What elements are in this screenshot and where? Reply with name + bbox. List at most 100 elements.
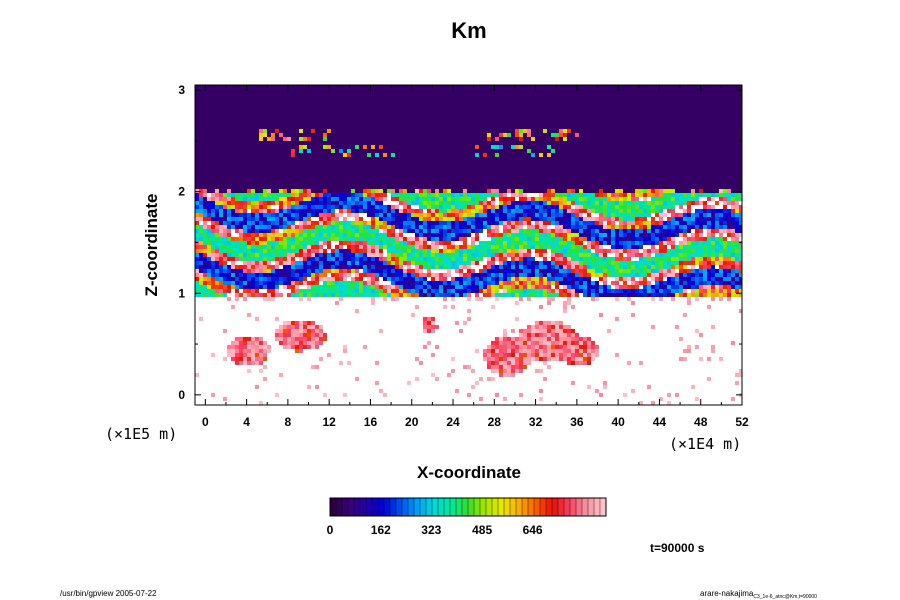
- field-cell: [655, 161, 659, 165]
- field-cell: [715, 149, 719, 153]
- field-cell: [395, 105, 399, 109]
- field-cell: [427, 173, 431, 177]
- field-cell: [303, 141, 307, 145]
- field-cell: [407, 89, 411, 93]
- field-cell: [451, 229, 455, 233]
- field-cell: [339, 97, 343, 101]
- field-cell: [727, 137, 731, 141]
- field-cell: [339, 141, 343, 145]
- field-cell: [615, 157, 619, 161]
- field-cell: [495, 193, 499, 197]
- field-cell: [319, 145, 323, 149]
- field-cell: [247, 101, 251, 105]
- field-cell: [519, 173, 523, 177]
- field-cell: [431, 173, 435, 177]
- field-cell: [451, 117, 455, 121]
- field-cell: [235, 213, 239, 217]
- field-cell: [331, 105, 335, 109]
- field-cell: [687, 193, 691, 197]
- field-cell: [503, 141, 507, 145]
- field-cell: [627, 101, 631, 105]
- field-cell: [459, 141, 463, 145]
- field-cell: [443, 201, 447, 205]
- field-cell: [571, 113, 575, 117]
- field-cell: [639, 133, 643, 137]
- field-cell: [487, 201, 491, 205]
- field-cell: [659, 185, 663, 189]
- field-cell: [475, 113, 479, 117]
- field-cell: [523, 201, 527, 205]
- field-cell: [363, 149, 367, 153]
- field-cell: [435, 89, 439, 93]
- field-cell: [475, 217, 479, 221]
- field-cell: [275, 165, 279, 169]
- field-cell: [215, 205, 219, 209]
- field-cell: [251, 169, 255, 173]
- field-cell: [663, 229, 667, 233]
- field-cell: [551, 165, 555, 169]
- field-cell: [227, 161, 231, 165]
- field-cell: [691, 101, 695, 105]
- field-cell: [563, 117, 567, 121]
- field-cell: [267, 165, 271, 169]
- field-cell: [399, 181, 403, 185]
- field-cell: [623, 169, 627, 173]
- field-cell: [299, 217, 303, 221]
- field-cell: [615, 205, 619, 209]
- field-cell: [739, 221, 742, 225]
- field-cell: [599, 141, 603, 145]
- field-cell: [247, 105, 251, 109]
- field-cell: [295, 133, 299, 137]
- field-cell: [491, 113, 495, 117]
- field-cell: [571, 189, 575, 193]
- field-cell: [519, 189, 523, 193]
- field-cell: [323, 157, 327, 161]
- field-cell: [527, 149, 531, 153]
- field-cell: [243, 161, 247, 165]
- field-cell: [303, 85, 307, 89]
- field-cell: [623, 213, 627, 217]
- field-cell: [303, 121, 307, 125]
- field-cell: [627, 105, 631, 109]
- field-cell: [699, 97, 703, 101]
- field-cell: [439, 229, 443, 233]
- field-cell: [215, 189, 219, 193]
- field-cell: [603, 209, 607, 213]
- field-cell: [739, 177, 742, 181]
- field-cell: [611, 85, 615, 89]
- field-cell: [627, 229, 631, 233]
- field-cell: [387, 113, 391, 117]
- field-cell: [415, 105, 419, 109]
- field-cell: [623, 209, 627, 213]
- field-cell: [271, 109, 275, 113]
- field-cell: [595, 101, 599, 105]
- field-cell: [691, 193, 695, 197]
- field-cell: [407, 185, 411, 189]
- field-cell: [523, 205, 527, 209]
- field-cell: [207, 165, 211, 169]
- field-cell: [627, 97, 631, 101]
- field-cell: [379, 101, 383, 105]
- field-cell: [419, 177, 423, 181]
- field-cell: [735, 89, 739, 93]
- field-cell: [395, 221, 399, 225]
- field-cell: [439, 173, 443, 177]
- field-cell: [315, 137, 319, 141]
- field-cell: [663, 153, 667, 157]
- field-cell: [487, 177, 491, 181]
- field-cell: [507, 169, 511, 173]
- field-cell: [655, 193, 659, 197]
- field-cell: [327, 185, 331, 189]
- field-cell: [375, 129, 379, 133]
- field-cell: [699, 125, 703, 129]
- field-cell: [475, 145, 479, 149]
- field-cell: [199, 149, 203, 153]
- field-cell: [547, 185, 551, 189]
- field-cell: [259, 141, 263, 145]
- field-cell: [231, 221, 235, 225]
- field-cell: [739, 217, 742, 221]
- field-cell: [323, 145, 327, 149]
- field-cell: [683, 213, 687, 217]
- field-cell: [311, 133, 315, 137]
- field-cell: [307, 209, 311, 213]
